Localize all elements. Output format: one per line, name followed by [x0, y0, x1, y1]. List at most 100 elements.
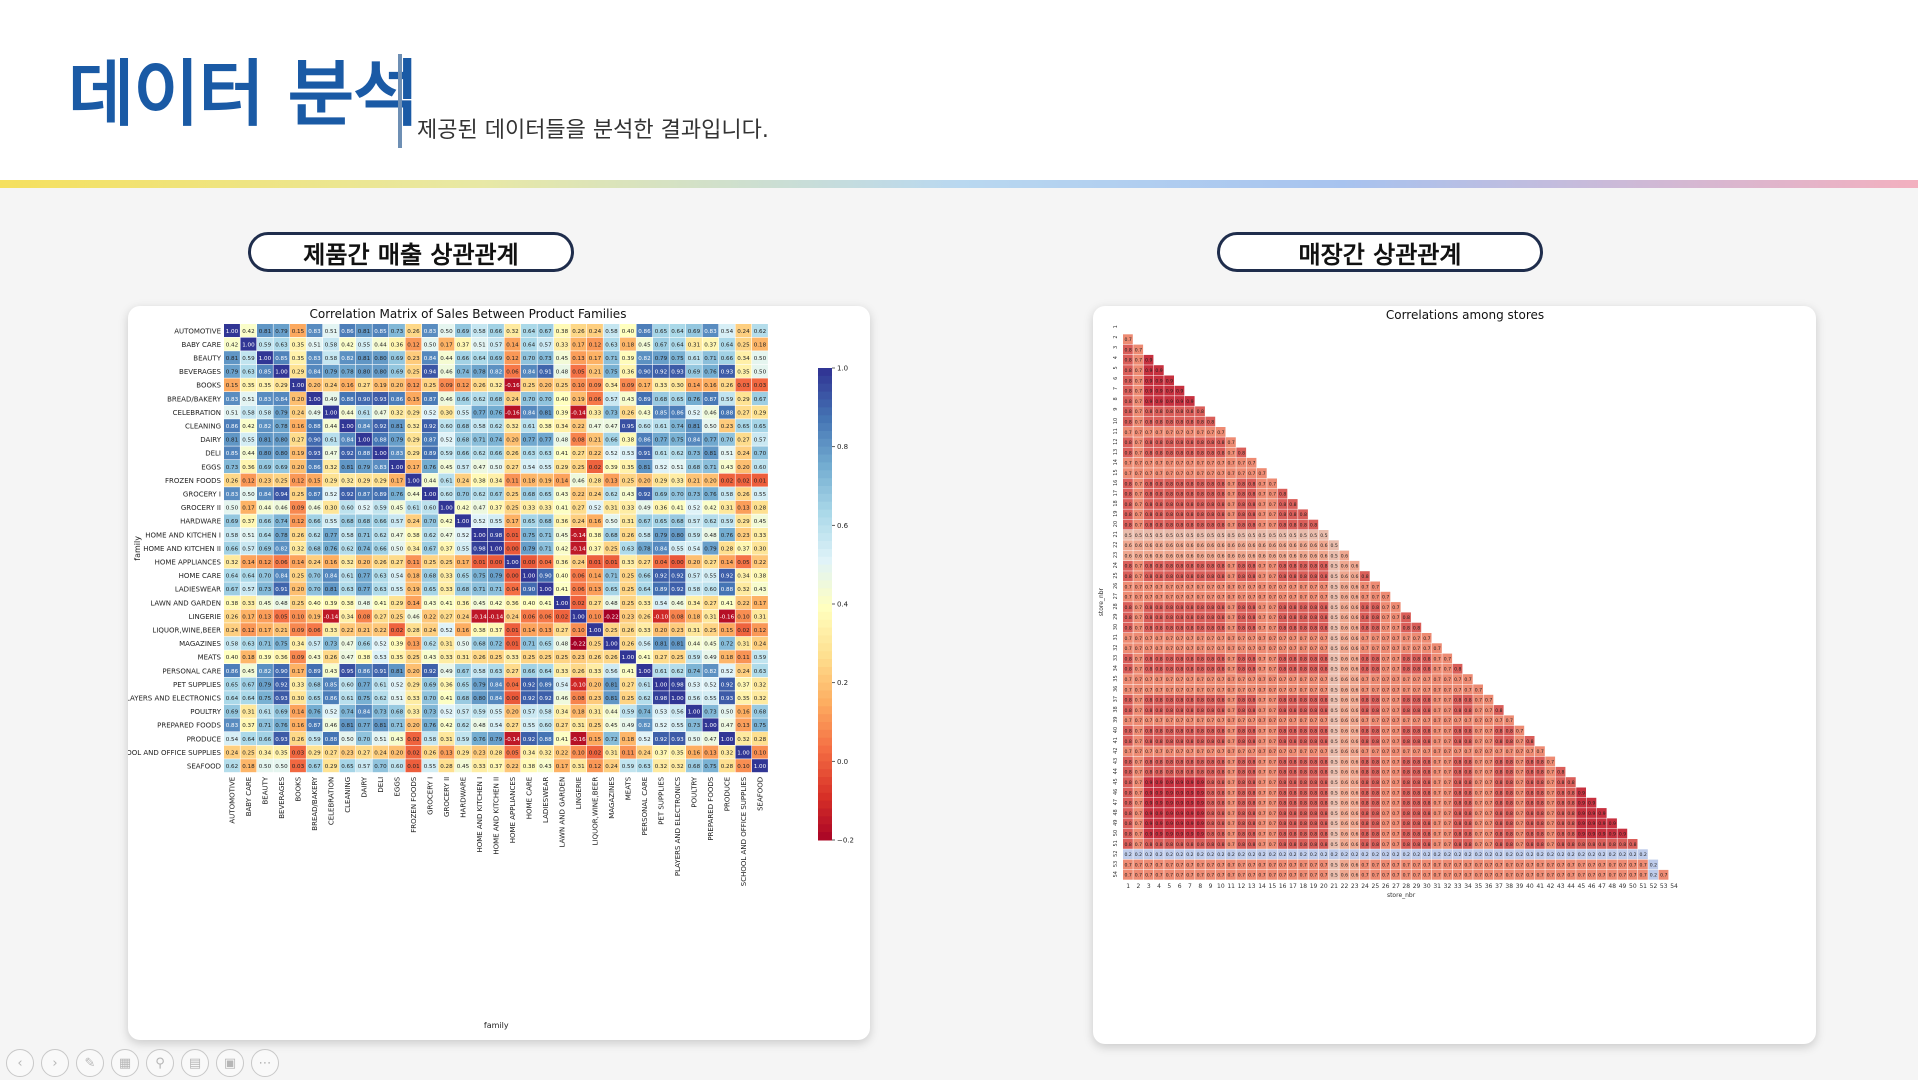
cell-value-label: 0.03: [737, 383, 750, 389]
heatmap-cell: [554, 555, 570, 569]
heatmap-cell: [290, 392, 306, 405]
heatmap-cell: [620, 528, 636, 541]
product-correlation-card: Correlation Matrix of Sales Between Prod…: [128, 306, 870, 1040]
cell-value-label: 0.52: [440, 438, 452, 444]
colorbar-segment: [818, 525, 832, 534]
cell-value-label: 0.20: [407, 669, 420, 675]
cell-value-label: 0.01: [589, 560, 602, 566]
heatmap-cell: [290, 500, 306, 514]
cell-value-label: 0.6: [1341, 780, 1348, 786]
cell-value-label: 0.8: [1320, 821, 1327, 827]
cell-value-label: 0.50: [457, 642, 470, 648]
cell-value-label: 0.87: [424, 438, 437, 444]
heatmap-cell: [603, 337, 620, 351]
cell-value-label: 1.00: [490, 546, 503, 552]
cell-value-label: 0.57: [688, 519, 701, 525]
cell-value-label: 0.62: [473, 397, 485, 403]
cell-value-label: 0.46: [704, 410, 717, 416]
heatmap-cell: [554, 392, 570, 405]
cell-value-label: 0.7: [1227, 461, 1234, 467]
heatmap-cell: [372, 500, 389, 514]
cell-value-label: 0.46: [556, 696, 569, 702]
cell-value-label: 0.81: [539, 410, 552, 416]
cell-value-label: 0.37: [704, 342, 717, 348]
cell-value-label: 0.7: [1166, 461, 1173, 467]
colorbar-segment: [818, 478, 832, 487]
cell-value-label: 0.7: [1444, 708, 1451, 714]
heatmap-cell: [422, 596, 438, 609]
cell-value-label: 0.7: [1227, 492, 1234, 498]
cell-value-label: 0.81: [341, 723, 354, 729]
cell-value-label: 0.9: [1155, 780, 1162, 786]
cell-value-label: 0.7: [1217, 595, 1224, 601]
cell-value-label: 0.46: [325, 723, 338, 729]
cell-value-label: 0.92: [671, 587, 683, 593]
cell-value-label: 0.26: [292, 737, 305, 743]
heatmap-cell: [422, 568, 438, 582]
cell-value-label: 0.24: [506, 397, 519, 403]
cell-value-label: 0.89: [638, 397, 651, 403]
heatmap-cell: [273, 555, 290, 569]
cell-value-label: 0.8: [1536, 770, 1543, 776]
cell-value-label: 0.7: [1526, 749, 1533, 755]
cell-value-label: 0.6: [1135, 553, 1142, 559]
cell-value-label: 0.8: [1403, 625, 1410, 631]
cell-value-label: 0.5: [1330, 625, 1337, 631]
cell-value-label: 0.7: [1258, 739, 1265, 745]
heatmap-cell: [240, 460, 257, 473]
cell-value-label: 0.8: [1166, 564, 1173, 570]
cell-value-label: 0.7: [1475, 811, 1482, 817]
cell-value-label: 0.77: [655, 438, 668, 444]
cell-value-label: 0.8: [1495, 770, 1502, 776]
cell-value-label: 0.17: [638, 383, 651, 389]
cell-value-label: 0.9: [1197, 821, 1204, 827]
cell-value-label: 0.26: [622, 628, 635, 634]
colorbar-segment: [818, 438, 832, 448]
heatmap-cell: [537, 596, 554, 609]
cell-value-label: 0.8: [1289, 615, 1296, 621]
colorbar-segment: [818, 737, 832, 747]
heatmap-cell: [372, 351, 389, 365]
heatmap-cell: [273, 460, 290, 473]
cell-value-label: 0.8: [1361, 605, 1368, 611]
cell-value-label: 0.23: [572, 655, 585, 661]
heatmap-cell: [257, 500, 273, 514]
cell-value-label: 0.76: [275, 723, 288, 729]
heatmap-cell: [735, 487, 752, 501]
cell-value-label: 0.52: [589, 506, 601, 512]
cell-value-label: 0.8: [1536, 780, 1543, 786]
cell-value-label: 0.20: [737, 465, 750, 471]
cell-value-label: 0.7: [1444, 831, 1451, 837]
cell-value-label: 0.25: [589, 642, 602, 648]
cell-value-label: 0.13: [737, 506, 750, 512]
cell-value-label: 0.85: [325, 682, 338, 688]
cell-value-label: 0.7: [1320, 718, 1327, 724]
cell-value-label: 0.8: [1495, 739, 1502, 745]
heatmap-cell: [224, 460, 240, 473]
cell-value-label: 0.7: [1382, 821, 1389, 827]
cell-value-label: 0.7: [1444, 698, 1451, 704]
cell-value-label: 0.7: [1382, 780, 1389, 786]
heatmap-cell: [438, 473, 455, 487]
heatmap-cell: [290, 568, 306, 582]
cell-value-label: 1.00: [688, 710, 701, 716]
cell-value-label: 0.7: [1464, 677, 1471, 683]
cell-value-label: 0.7: [1166, 584, 1173, 590]
cell-value-label: 0.6: [1207, 553, 1214, 559]
cell-value-label: 0.7: [1392, 831, 1399, 837]
cell-value-label: 0.8: [1124, 368, 1131, 374]
cell-value-label: 0.33: [638, 601, 651, 607]
cell-value-label: 0.73: [325, 642, 338, 648]
cell-value-label: 0.16: [704, 383, 717, 389]
heatmap-cell: [290, 528, 306, 541]
cell-value-label: 0.6: [1227, 543, 1234, 549]
cell-value-label: 0.6: [1351, 667, 1358, 673]
cell-value-label: 0.7: [1403, 718, 1410, 724]
heatmap-cell: [570, 487, 587, 501]
cell-value-label: 0.8: [1300, 698, 1307, 704]
cell-value-label: 0.88: [341, 397, 354, 403]
heatmap-cell: [257, 582, 273, 596]
cell-value-label: 0.25: [704, 628, 717, 634]
cell-value-label: 0.8: [1155, 728, 1162, 734]
heatmap-cell: [240, 324, 257, 337]
